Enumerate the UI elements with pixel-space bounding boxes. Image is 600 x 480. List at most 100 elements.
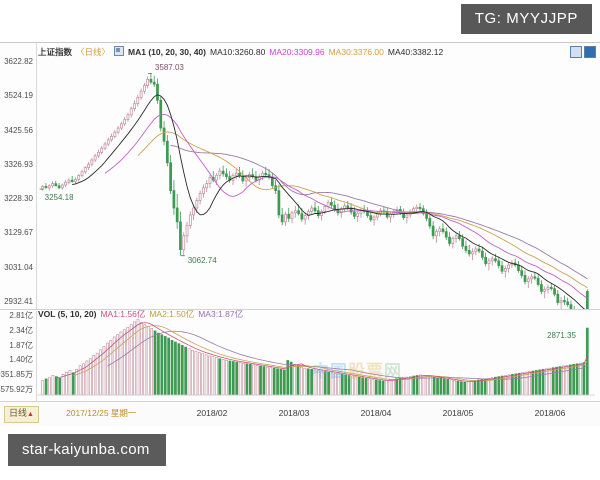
candle	[441, 228, 445, 232]
candle	[497, 260, 501, 267]
vol-ma10-line	[73, 325, 588, 382]
candle	[559, 300, 563, 303]
annotation-low: 3062.74	[187, 255, 217, 265]
period-selector[interactable]: 日线▲	[4, 406, 39, 423]
candle	[454, 235, 458, 239]
volume-bar	[446, 379, 450, 396]
candle	[165, 140, 169, 164]
volume-bar	[456, 380, 460, 396]
volume-bar	[470, 380, 473, 396]
indicator-toggle-icon[interactable]	[114, 46, 125, 56]
volume-bar	[381, 380, 385, 396]
volume-bar	[378, 380, 382, 396]
candle	[67, 179, 71, 183]
candle	[80, 171, 84, 176]
volume-bar	[344, 374, 347, 396]
candle	[90, 159, 94, 165]
restore-window-icon[interactable]	[570, 46, 582, 58]
volume-bar	[300, 366, 303, 396]
candle	[474, 248, 478, 253]
candle	[428, 218, 432, 227]
volume-bar	[41, 380, 45, 396]
candle	[116, 127, 120, 133]
volume-bar	[439, 377, 443, 396]
date-label-first: 2017/12/25 星期一	[66, 408, 137, 418]
candle	[389, 213, 392, 218]
candle	[425, 213, 428, 219]
price-axis-label: 3524.19	[4, 91, 33, 101]
volume-bar	[534, 370, 538, 396]
volume-bar	[177, 343, 181, 396]
vol-ma20-line	[107, 330, 588, 380]
vol-ma3-value: MA3:1.87亿	[198, 309, 244, 319]
ma20-line	[104, 113, 588, 299]
candle	[313, 207, 317, 212]
vol-ma1-value: MA1:1.56亿	[100, 309, 146, 319]
price-axis-label: 2932.41	[4, 297, 33, 306]
volume-bar	[276, 368, 279, 396]
volume-bar	[511, 374, 514, 396]
date-axis: 日线▲ 2017/12/25 星期一 2018/02 2018/03 2018/04…	[0, 401, 600, 426]
volume-bar	[340, 374, 344, 396]
candle	[415, 206, 419, 210]
candle	[507, 264, 510, 269]
candle	[323, 206, 327, 212]
volume-bar	[521, 372, 524, 396]
candle	[270, 177, 274, 187]
volume-bar	[395, 378, 399, 396]
volume-bar	[71, 372, 75, 396]
candle	[51, 183, 54, 187]
volume-indicator-legend: VOL (5, 10, 20) MA1:1.56亿 MA2:1.50亿 MA3:1.8…	[38, 309, 247, 319]
candle	[333, 204, 337, 210]
volume-bar	[432, 376, 436, 396]
volume-bar	[429, 376, 433, 396]
candle	[343, 205, 346, 210]
volume-bar	[351, 375, 354, 396]
volume-bar	[524, 371, 528, 396]
volume-bar	[75, 369, 79, 396]
volume-axis-label: 1.40亿	[9, 355, 33, 365]
candle	[585, 291, 589, 309]
candle	[303, 215, 307, 220]
volume-bar	[283, 369, 286, 396]
candle	[458, 235, 461, 239]
candle	[87, 163, 90, 169]
volume-bar	[58, 377, 62, 396]
candle	[175, 207, 179, 223]
volume-bar	[330, 372, 334, 396]
ma30-value: MA30:3376.00	[328, 47, 384, 57]
volume-bar	[548, 367, 552, 396]
volume-bar	[320, 370, 324, 396]
candle	[418, 206, 422, 210]
period-selector-label: 日线	[9, 408, 28, 418]
volume-bar	[153, 330, 157, 396]
expand-window-icon[interactable]	[584, 46, 596, 58]
volume-bar	[466, 381, 470, 396]
volume-bar	[361, 377, 365, 396]
volume-axis-label: 9351.85万	[0, 370, 33, 380]
volume-axis-label: 4575.92万	[0, 385, 33, 394]
candle	[533, 276, 537, 279]
volume-bar	[109, 339, 113, 396]
volume-bar	[483, 378, 487, 396]
volume-bar	[54, 376, 58, 396]
candle	[546, 286, 550, 290]
candle	[464, 245, 468, 251]
volume-bar	[405, 376, 409, 396]
candle	[202, 187, 205, 194]
volume-bar	[231, 361, 235, 396]
candle	[123, 119, 127, 125]
volume-bar	[184, 346, 188, 396]
candle	[110, 136, 113, 141]
volume-bar	[303, 367, 307, 396]
volume-bar	[538, 369, 541, 396]
volume-bar	[146, 326, 150, 396]
candle	[494, 258, 497, 262]
volume-bar	[442, 378, 446, 396]
candle	[280, 214, 284, 223]
volume-bar	[187, 348, 191, 396]
volume-axis-label: 2.34亿	[9, 325, 33, 335]
candle	[290, 212, 294, 219]
candle	[198, 193, 202, 201]
candle	[310, 207, 314, 212]
